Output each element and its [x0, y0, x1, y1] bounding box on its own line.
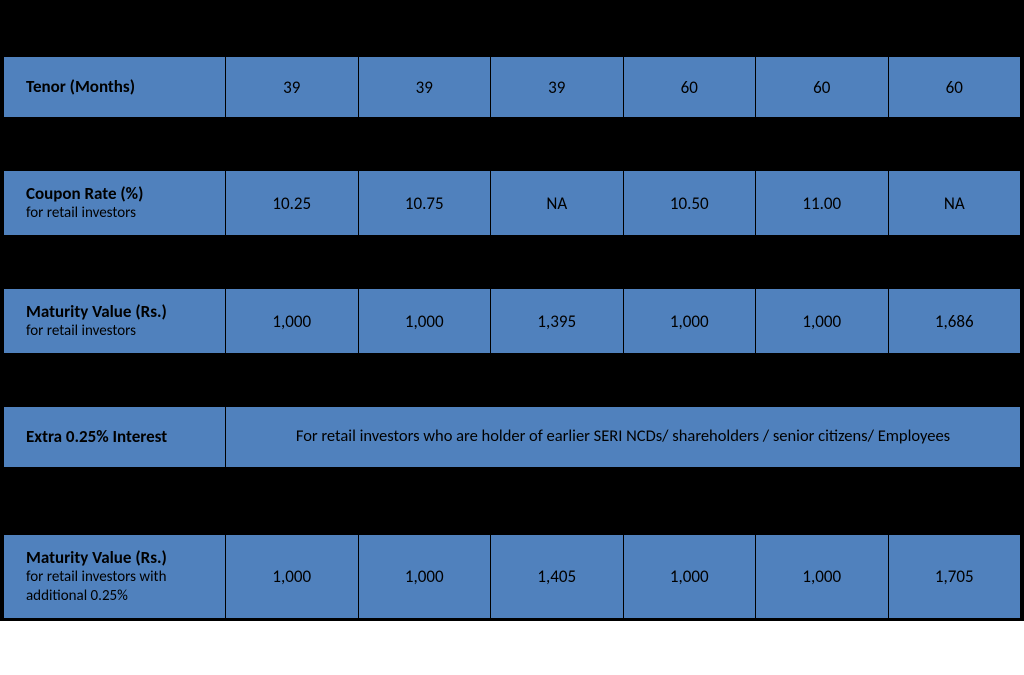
value-cell: 60: [888, 57, 1021, 117]
value-cell: 1,686: [888, 289, 1021, 353]
value-cell: 1,000: [756, 535, 889, 618]
note-cell: For retail investors who are holder of e…: [226, 407, 1021, 467]
value-cell: 1,000: [226, 535, 359, 618]
value-cell: 11.00: [756, 171, 889, 235]
row-maturity: Maturity Value (Rs.) for retail investor…: [4, 289, 1021, 353]
spacer-row: [4, 353, 1021, 407]
value-cell: 39: [491, 57, 624, 117]
label-main: Maturity Value (Rs.): [26, 301, 213, 322]
label-main: Extra 0.25% Interest: [26, 426, 167, 447]
value-cell: 10.75: [358, 171, 491, 235]
value-cell: 1,000: [226, 289, 359, 353]
value-cell: 60: [623, 57, 756, 117]
value-cell: 1,395: [491, 289, 624, 353]
value-cell: 10.50: [623, 171, 756, 235]
row-maturity-extra: Maturity Value (Rs.) for retail investor…: [4, 535, 1021, 618]
value-cell: 1,705: [888, 535, 1021, 618]
row-extra-interest: Extra 0.25% Interest For retail investor…: [4, 407, 1021, 467]
value-cell: NA: [491, 171, 624, 235]
label-main: Tenor (Months): [26, 76, 135, 97]
label-cell: Tenor (Months): [4, 57, 226, 117]
ncd-table-container: Tenor (Months) 39 39 39 60 60 60 Coupon …: [0, 0, 1024, 621]
value-cell: 10.25: [226, 171, 359, 235]
spacer-row: [4, 235, 1021, 289]
row-tenor: Tenor (Months) 39 39 39 60 60 60: [4, 57, 1021, 117]
value-cell: 1,000: [358, 289, 491, 353]
value-cell: 1,000: [358, 535, 491, 618]
ncd-table: Tenor (Months) 39 39 39 60 60 60 Coupon …: [3, 3, 1021, 618]
value-cell: 1,405: [491, 535, 624, 618]
label-main: Maturity Value (Rs.): [26, 547, 213, 568]
value-cell: 39: [358, 57, 491, 117]
label-cell: Extra 0.25% Interest: [4, 407, 226, 467]
spacer-row: [4, 3, 1021, 57]
value-cell: 39: [226, 57, 359, 117]
value-cell: 1,000: [623, 535, 756, 618]
spacer-row: [4, 117, 1021, 171]
value-cell: 60: [756, 57, 889, 117]
row-coupon: Coupon Rate (%) for retail investors 10.…: [4, 171, 1021, 235]
value-cell: NA: [888, 171, 1021, 235]
value-cell: 1,000: [623, 289, 756, 353]
label-sub: for retail investors: [26, 204, 213, 223]
label-main: Coupon Rate (%): [26, 183, 213, 204]
label-cell: Maturity Value (Rs.) for retail investor…: [4, 535, 226, 618]
label-cell: Coupon Rate (%) for retail investors: [4, 171, 226, 235]
label-sub: for retail investors: [26, 322, 213, 341]
spacer-row: [4, 467, 1021, 535]
label-sub: for retail investors with additional 0.2…: [26, 568, 213, 606]
label-cell: Maturity Value (Rs.) for retail investor…: [4, 289, 226, 353]
value-cell: 1,000: [756, 289, 889, 353]
